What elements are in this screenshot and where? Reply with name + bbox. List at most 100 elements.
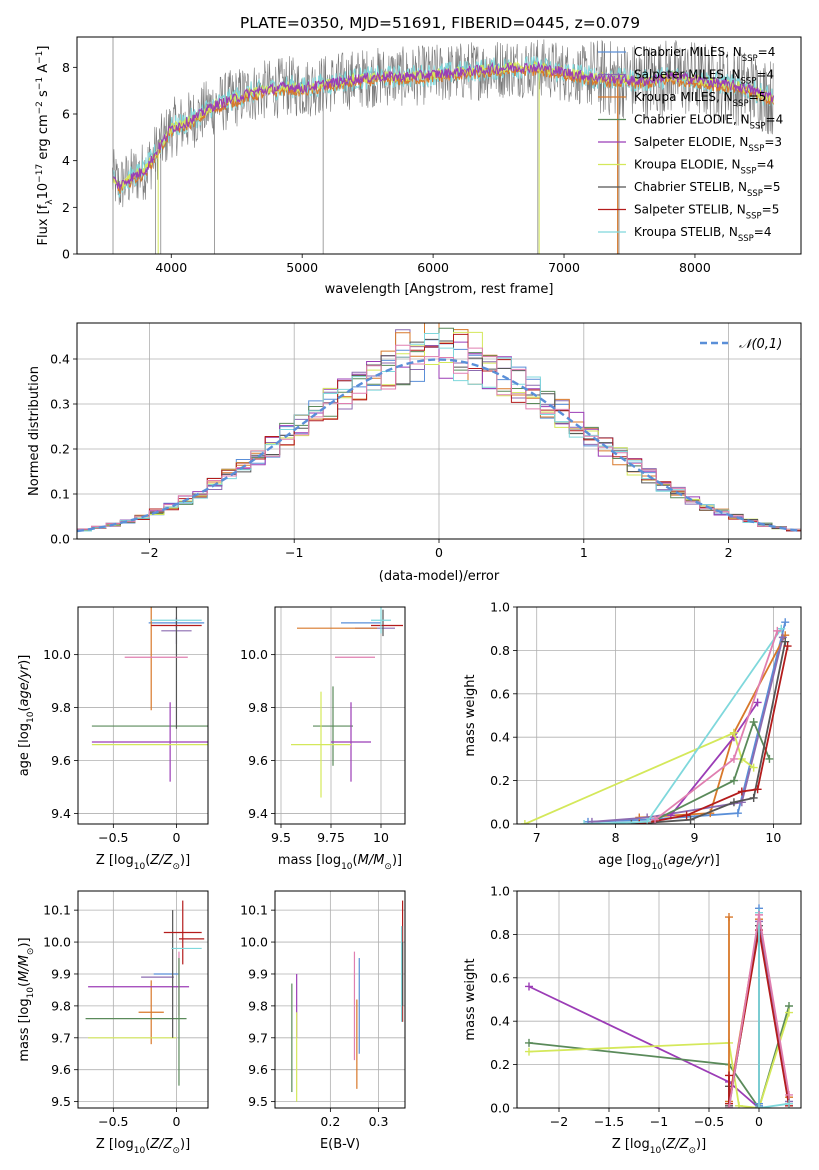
x-tick-label: −0.5 xyxy=(694,1114,724,1129)
weight-marker xyxy=(737,798,746,807)
label-part: )] xyxy=(710,853,720,868)
x-tick-label: 0 xyxy=(172,1114,180,1129)
legend-entry: Salpeter ELODIE, NSSP=3 xyxy=(634,135,782,154)
label-part: 10 xyxy=(26,987,36,999)
legend-text: =3 xyxy=(764,135,782,149)
y-tick-label: 9.6 xyxy=(248,1062,268,1077)
y-tick-label: 9.5 xyxy=(51,1094,71,1109)
age_vs_mass-plot-area xyxy=(291,607,403,798)
x-tick-label: 10 xyxy=(765,830,781,845)
label-part: mass [log xyxy=(278,853,341,868)
legend-text: Salpeter ELODIE, N xyxy=(634,135,748,149)
weight-line xyxy=(591,637,784,823)
label-part: s xyxy=(36,90,51,101)
weight-marker xyxy=(525,1047,533,1056)
y-tick-label: 1.0 xyxy=(490,600,510,615)
label-part: ( xyxy=(145,853,150,868)
y-axis-label: Normed distribution xyxy=(27,366,42,496)
x-axis-label: Z [log10(Z/Z⊙)] xyxy=(96,853,190,872)
y-tick-label: 9.8 xyxy=(51,700,71,715)
label-part: 10 xyxy=(134,1146,146,1156)
x-tick-label: 4000 xyxy=(155,260,187,275)
weight-line xyxy=(646,719,771,824)
label-part: Z [log xyxy=(96,1137,134,1152)
label-part: erg cm xyxy=(36,114,51,163)
axes-frame xyxy=(77,606,209,825)
label-part: λ xyxy=(45,199,55,205)
y-tick-label: 0.2 xyxy=(490,773,510,788)
y-tick-label: 0.8 xyxy=(490,927,510,942)
label-part: age/yr xyxy=(17,663,32,706)
label-part: mass [log xyxy=(17,998,32,1061)
label-part: ( xyxy=(353,853,358,868)
weight-marker xyxy=(753,698,762,707)
label-part: ( xyxy=(663,853,668,868)
weight-marker xyxy=(783,642,792,651)
legend-text: Kroupa ELODIE, N xyxy=(634,158,741,172)
x-tick-label: 0 xyxy=(435,545,443,560)
weight-line xyxy=(639,634,786,819)
y-tick-label: 10.0 xyxy=(240,647,268,662)
legend-sub: SSP xyxy=(741,167,757,177)
y-tick-label: 0.6 xyxy=(490,686,510,701)
weight-marker xyxy=(729,798,738,807)
weight_vs_age-plot-area xyxy=(520,618,792,824)
weight-marker xyxy=(781,637,790,646)
label-part: ⊙ xyxy=(26,948,36,956)
weight-marker xyxy=(686,815,695,824)
axes-frame xyxy=(516,890,802,1109)
x-tick-label: 6000 xyxy=(417,260,449,275)
y-tick-label: 9.7 xyxy=(51,1030,71,1045)
y-tick-label: 1.0 xyxy=(490,884,510,899)
x-axis-label: Z [log10(Z/Z⊙)] xyxy=(96,1137,190,1156)
label-part: Z [log xyxy=(612,1137,650,1152)
label-part: 10 xyxy=(650,1146,662,1156)
x-tick-label: 0.2 xyxy=(320,1114,340,1129)
legend-entry: 𝒩(0,1) xyxy=(739,337,782,352)
x-axis-label: Z [log10(Z/Z⊙)] xyxy=(612,1137,706,1156)
weight_vs_Z-plot-area xyxy=(525,904,793,1108)
label-part: ( xyxy=(17,707,32,712)
legend-text: =5 xyxy=(763,180,781,194)
legend-entry: Chabrier ELODIE, NSSP=4 xyxy=(634,113,783,132)
x-axis-label: age [log10(age/yr)] xyxy=(598,853,720,872)
y-tick-label: 10.1 xyxy=(240,903,268,918)
weight-marker xyxy=(729,754,738,763)
label-part: )] xyxy=(180,1137,190,1152)
legend-sub: SSP xyxy=(747,189,763,199)
model-fit-line xyxy=(113,60,775,190)
residuals-plot-area xyxy=(77,323,801,534)
label-part: 10 xyxy=(26,711,36,723)
model-fit-line xyxy=(113,55,774,198)
weight-marker xyxy=(587,817,596,824)
label-part: )] xyxy=(17,937,32,947)
legend-text: Chabrier MILES, N xyxy=(634,45,742,59)
weight-marker xyxy=(525,1038,533,1047)
y-tick-label: 0.4 xyxy=(490,730,510,745)
label-part: −17 xyxy=(35,164,45,183)
y-tick-label: 0.0 xyxy=(50,532,70,547)
legend-text: Kroupa MILES, N xyxy=(634,90,733,104)
x-axis-label: E(B-V) xyxy=(320,1137,360,1152)
weight-marker xyxy=(755,910,763,919)
x-tick-label: −2 xyxy=(550,1114,568,1129)
spectrum-panel: 4000 5000 6000 7000 8000 0 2 4 6 8 wavelength [Ang… xyxy=(35,36,802,297)
label-part: −1 xyxy=(35,77,45,90)
label-part: )] xyxy=(17,655,32,665)
label-part: 10 xyxy=(341,862,353,872)
y-tick-label: 9.6 xyxy=(51,753,71,768)
label-part: Z/Z xyxy=(665,1137,689,1152)
x-tick-label: 9 xyxy=(691,830,699,845)
axes-frame xyxy=(516,606,802,825)
weight-marker xyxy=(781,618,790,627)
label-part: 10 xyxy=(651,862,663,872)
x-tick-label: 9.75 xyxy=(317,830,345,845)
x-tick-label: −1 xyxy=(285,545,303,560)
y-tick-label: 9.4 xyxy=(248,806,268,821)
weight-marker xyxy=(733,809,742,818)
x-tick-label: −0.5 xyxy=(98,830,128,845)
